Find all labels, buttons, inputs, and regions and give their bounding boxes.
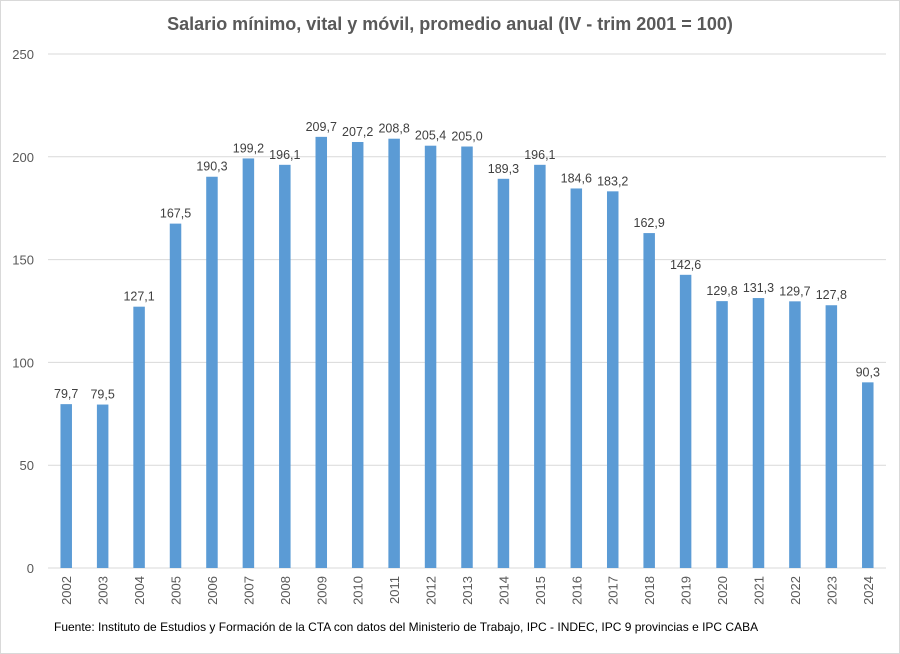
x-tick-label: 2012 [424, 576, 439, 605]
bar [679, 274, 692, 568]
x-tick-label: 2018 [642, 576, 657, 605]
data-label: 209,7 [306, 120, 337, 134]
data-label: 190,3 [196, 160, 227, 174]
x-tick-label: 2006 [205, 576, 220, 605]
data-label: 162,9 [634, 216, 665, 230]
chart-title: Salario mínimo, vital y móvil, promedio … [167, 14, 733, 34]
x-tick-label: 2016 [569, 576, 584, 605]
bar [461, 146, 473, 568]
bar [96, 404, 109, 568]
x-tick-label: 2008 [278, 576, 293, 605]
data-label: 142,6 [670, 258, 701, 272]
bar [752, 298, 765, 568]
y-axis-ticks: 0 50 100 150 200 250 [12, 47, 34, 576]
x-tick-label: 2023 [824, 576, 839, 605]
y-tick-label: 0 [27, 561, 34, 576]
y-tick-label: 200 [12, 150, 34, 165]
x-tick-label: 2011 [387, 576, 402, 604]
data-label: 167,5 [160, 207, 191, 221]
x-tick-label: 2005 [169, 576, 184, 605]
bar [570, 188, 583, 568]
data-label: 129,7 [779, 284, 810, 298]
data-label: 196,1 [524, 148, 555, 162]
data-label: 208,8 [378, 122, 409, 136]
data-label: 127,8 [816, 288, 847, 302]
x-tick-label: 2013 [460, 576, 475, 605]
bar [789, 301, 801, 568]
x-tick-label: 2002 [59, 576, 74, 605]
x-tick-label: 2004 [132, 576, 147, 605]
x-tick-label: 2009 [314, 576, 329, 605]
data-label: 199,2 [233, 141, 264, 155]
bars [60, 136, 874, 568]
x-tick-label: 2021 [751, 576, 766, 605]
x-tick-label: 2022 [788, 576, 803, 605]
data-label: 79,5 [90, 388, 114, 402]
x-axis-ticks: 2002 2003 2004 2005 2006 2007 2008 2009 2010 2011… [59, 576, 876, 605]
bar [279, 164, 291, 568]
data-label: 90,3 [856, 365, 880, 379]
x-tick-label: 2010 [351, 576, 366, 605]
bar [388, 138, 400, 568]
x-tick-label: 2015 [533, 576, 548, 605]
x-tick-label: 2007 [241, 576, 256, 605]
bar [206, 176, 218, 568]
bar [716, 301, 728, 568]
data-label: 207,2 [342, 125, 373, 139]
data-label: 205,4 [415, 129, 446, 143]
x-tick-label: 2019 [679, 576, 694, 605]
data-label: 127,1 [123, 290, 154, 304]
bar [133, 306, 145, 568]
x-tick-label: 2014 [496, 576, 511, 605]
bar [169, 223, 182, 568]
data-label: 79,7 [54, 387, 78, 401]
data-label: 129,8 [706, 284, 737, 298]
y-tick-label: 100 [12, 355, 34, 370]
data-label: 196,1 [269, 148, 300, 162]
data-label: 205,0 [451, 130, 482, 144]
bar [862, 382, 874, 568]
y-tick-label: 250 [12, 47, 34, 62]
data-label: 183,2 [597, 174, 628, 188]
y-tick-label: 50 [20, 458, 34, 473]
bar [534, 164, 546, 568]
data-label: 131,3 [743, 281, 774, 295]
bar [497, 178, 510, 568]
bar [424, 145, 437, 568]
y-tick-label: 150 [12, 253, 34, 268]
x-tick-label: 2024 [861, 576, 876, 605]
x-tick-label: 2017 [606, 576, 621, 605]
bar [351, 141, 364, 568]
bar [242, 158, 255, 568]
bar [315, 136, 328, 568]
x-tick-label: 2003 [96, 576, 111, 605]
data-label: 189,3 [488, 162, 519, 176]
x-tick-label: 2020 [715, 576, 730, 605]
bar [60, 404, 72, 568]
bar [606, 191, 619, 568]
data-labels: 79,7 79,5 127,1 167,5 190,3 199,2 196,1 209,7 20… [54, 120, 880, 402]
data-label: 184,6 [561, 171, 592, 185]
bar [643, 233, 655, 568]
bar [825, 305, 838, 568]
source-note: Fuente: Instituto de Estudios y Formació… [54, 620, 759, 634]
